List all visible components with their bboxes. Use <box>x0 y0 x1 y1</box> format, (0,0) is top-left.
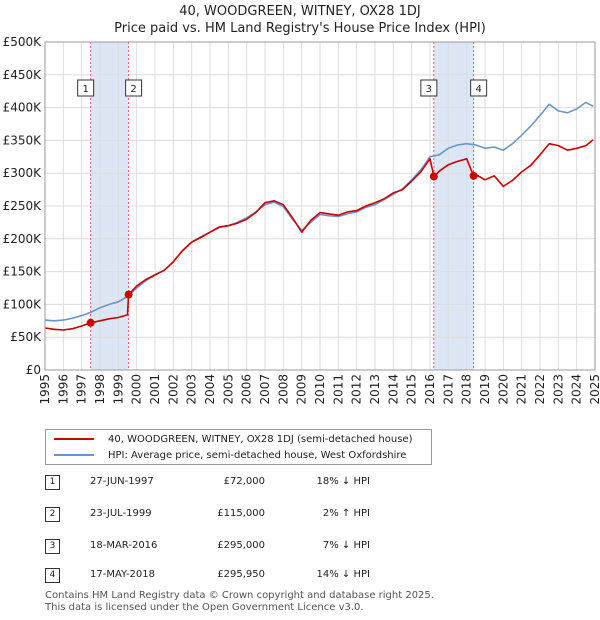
x-tick-label: 2013 <box>368 374 382 405</box>
y-tick-label: £0 <box>26 363 41 377</box>
transaction-row: 1 27-JUN-1997 £72,000 18% ↓ HPI <box>45 475 385 491</box>
x-tick-label: 2011 <box>331 374 345 405</box>
plot-frame <box>44 41 596 371</box>
x-tick-label: 2002 <box>166 374 180 405</box>
transaction-number: 2 <box>45 507 60 522</box>
sale-marker-box <box>77 79 95 97</box>
y-tick-label: £350K <box>3 133 43 147</box>
property-price-line <box>44 139 594 331</box>
x-tick-label: 2006 <box>240 374 254 405</box>
y-tick-label: £250K <box>3 199 43 213</box>
footer-license: This data is licensed under the Open Gov… <box>45 602 364 613</box>
x-tick-label: 2019 <box>478 374 492 405</box>
x-tick-label: 2017 <box>441 374 455 405</box>
transaction-row: 4 17-MAY-2018 £295,950 14% ↓ HPI <box>45 568 385 584</box>
transaction-price: £115,000 <box>217 508 265 519</box>
sale-marker-box <box>470 79 488 97</box>
legend-swatch-hpi <box>54 454 94 456</box>
transaction-hpi: 14% ↓ HPI <box>316 569 370 580</box>
transaction-hpi: 18% ↓ HPI <box>316 476 370 487</box>
sale-point <box>429 172 438 181</box>
x-tick-label: 1997 <box>75 374 89 405</box>
x-tick-label: 1999 <box>111 374 125 405</box>
legend-swatch-property <box>54 438 94 440</box>
x-tick-label: 2007 <box>258 374 272 405</box>
sale-marker-box <box>125 79 143 97</box>
x-tick-label: 1995 <box>38 374 52 405</box>
legend-label-hpi: HPI: Average price, semi-detached house,… <box>108 449 407 461</box>
y-tick-label: £50K <box>10 330 42 344</box>
transaction-price: £72,000 <box>223 476 265 487</box>
transaction-date: 23-JUL-1999 <box>90 508 152 519</box>
sale-marker-box <box>420 79 438 97</box>
chart-subtitle: Price paid vs. HM Land Registry's House … <box>114 21 486 36</box>
x-tick-label: 2023 <box>551 374 565 405</box>
transaction-price: £295,000 <box>217 540 265 551</box>
sale-marker-label: 3 <box>426 84 432 95</box>
price-chart: 1 2 3 4 £0 £50K £100K £150K £200K £250K £300K £350K… <box>3 35 600 405</box>
x-tick-label: 2020 <box>496 374 510 405</box>
transaction-date: 17-MAY-2018 <box>90 569 156 580</box>
chart-title: 40, WOODGREEN, WITNEY, OX28 1DJ <box>179 4 421 19</box>
transaction-date: 27-JUN-1997 <box>90 476 154 487</box>
x-tick-label: 2003 <box>185 374 199 405</box>
y-tick-label: £300K <box>3 166 43 180</box>
x-tick-label: 2021 <box>515 374 529 405</box>
x-tick-label: 2015 <box>405 374 419 405</box>
y-tick-label: £100K <box>3 297 43 311</box>
legend-item-hpi: HPI: Average price, semi-detached house,… <box>54 448 406 462</box>
sale-point <box>469 171 478 180</box>
hpi-line <box>44 101 594 322</box>
x-tick-label: 2000 <box>130 374 144 405</box>
y-tick-label: £150K <box>3 265 43 279</box>
x-tick-label: 2014 <box>386 374 400 405</box>
transaction-row: 2 23-JUL-1999 £115,000 2% ↑ HPI <box>45 507 385 523</box>
transaction-number: 4 <box>45 568 60 583</box>
x-tick-label: 2009 <box>295 374 309 405</box>
x-tick-label: 2022 <box>533 374 547 405</box>
transaction-date: 18-MAR-2016 <box>90 540 158 551</box>
legend-label-property: 40, WOODGREEN, WITNEY, OX28 1DJ (semi-de… <box>108 433 413 445</box>
y-tick-label: £450K <box>3 68 43 82</box>
y-tick-label: £400K <box>3 101 43 115</box>
x-tick-label: 2005 <box>221 374 235 405</box>
sale-point <box>86 318 95 327</box>
transaction-row: 3 18-MAR-2016 £295,000 7% ↓ HPI <box>45 539 385 555</box>
sale-marker-label: 1 <box>82 84 88 95</box>
transaction-hpi: 2% ↑ HPI <box>322 508 370 519</box>
x-tick-label: 2012 <box>350 374 364 405</box>
x-tick-label: 2024 <box>570 374 584 405</box>
transaction-number: 3 <box>45 539 60 554</box>
legend-item-property: 40, WOODGREEN, WITNEY, OX28 1DJ (semi-de… <box>54 432 412 446</box>
x-tick-label: 2016 <box>423 374 437 405</box>
footer-copyright: Contains HM Land Registry data © Crown c… <box>45 590 434 601</box>
transaction-price: £295,950 <box>217 569 265 580</box>
y-tick-label: £200K <box>3 232 43 246</box>
transaction-number: 1 <box>45 475 60 490</box>
sale-marker-label: 2 <box>130 84 136 95</box>
x-tick-label: 2001 <box>148 374 162 405</box>
y-tick-label: £500K <box>3 35 43 49</box>
x-tick-label: 2025 <box>588 374 600 405</box>
transaction-hpi: 7% ↓ HPI <box>322 540 370 551</box>
x-tick-label: 2010 <box>313 374 327 405</box>
x-tick-label: 1998 <box>93 374 107 405</box>
sale-point <box>124 290 133 299</box>
x-tick-label: 2008 <box>276 374 290 405</box>
x-tick-label: 2004 <box>203 374 217 405</box>
x-tick-label: 1996 <box>56 374 70 405</box>
sale-marker-label: 4 <box>475 84 481 95</box>
x-tick-label: 2018 <box>460 374 474 405</box>
legend: 40, WOODGREEN, WITNEY, OX28 1DJ (semi-de… <box>45 429 432 465</box>
